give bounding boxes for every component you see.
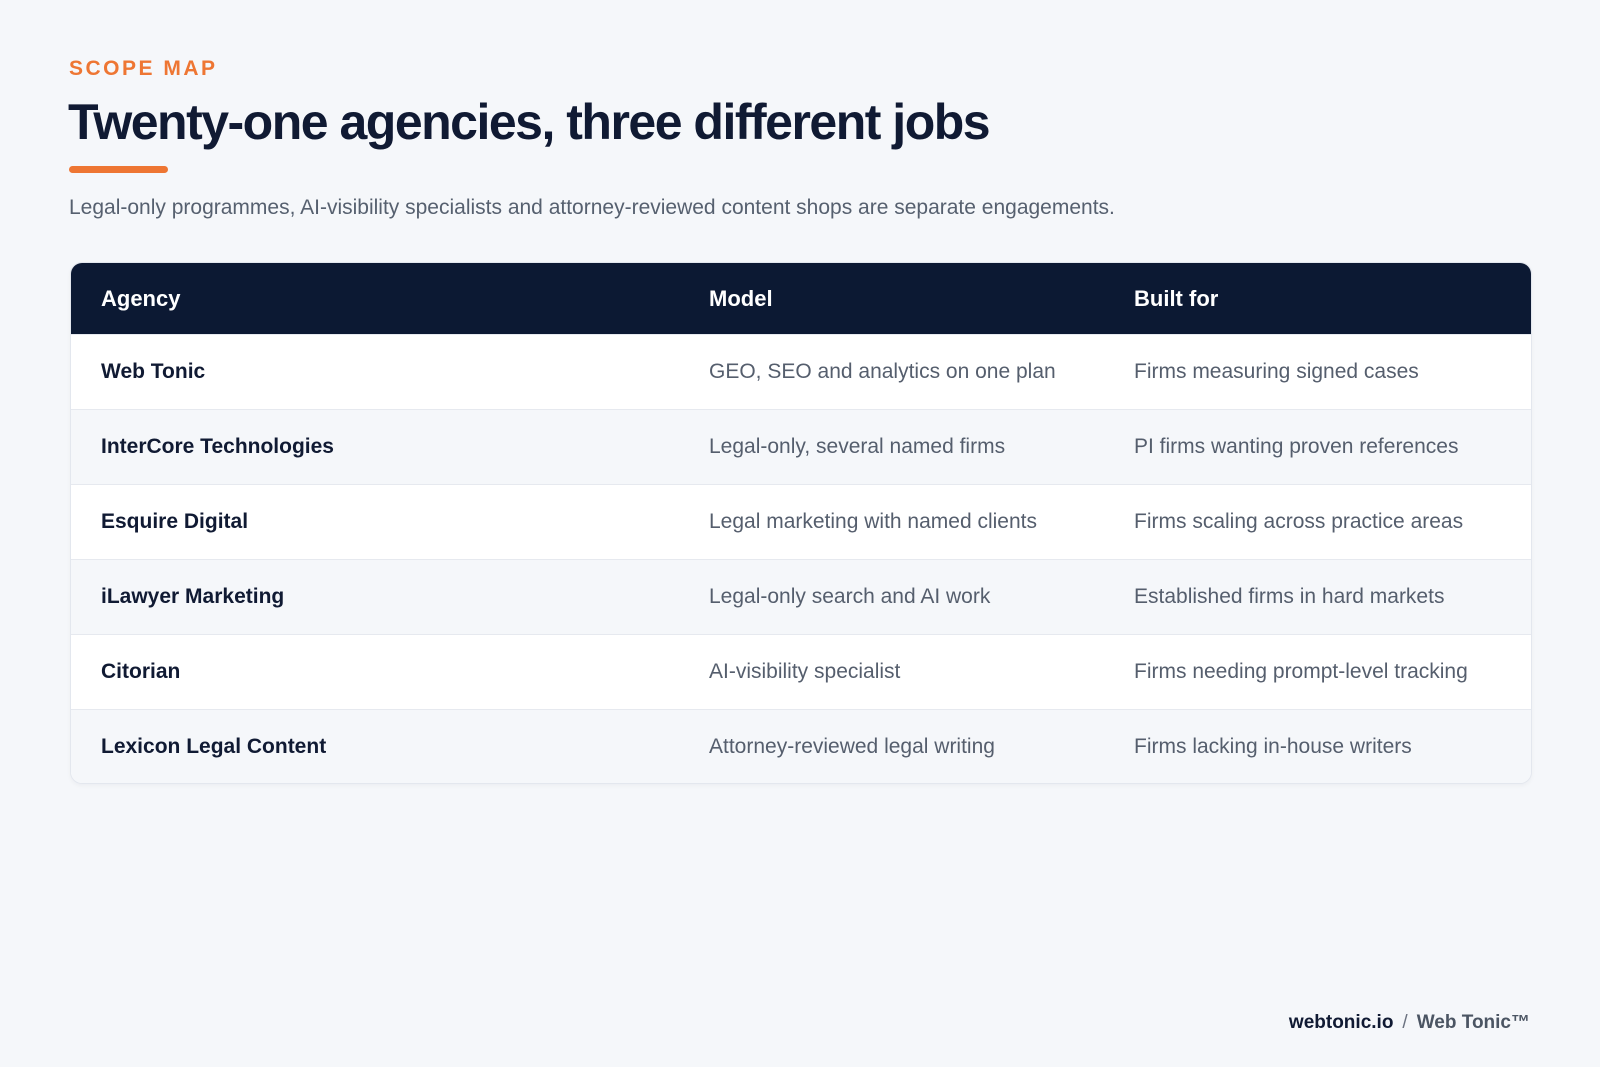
column-header-built-for: Built for: [1134, 285, 1219, 311]
agency-model: AI-visibility specialist: [709, 660, 901, 683]
agency-model: Legal marketing with named clients: [709, 510, 1038, 533]
agency-built-for: Firms lacking in-house writers: [1134, 735, 1412, 758]
table-row: iLawyer Marketing Legal-only search and …: [71, 559, 1531, 634]
agency-built-for: Firms measuring signed cases: [1134, 360, 1419, 383]
agency-built-for: Firms needing prompt-level tracking: [1134, 660, 1468, 683]
agency-model: Legal-only, several named firms: [709, 435, 1006, 458]
eyebrow-label: SCOPE MAP: [69, 57, 218, 80]
agency-built-for: Established firms in hard markets: [1134, 585, 1445, 608]
footer-separator: /: [1402, 1012, 1408, 1033]
page-title: Twenty-one agencies, three different job…: [68, 94, 991, 150]
table-row: Web Tonic GEO, SEO and analytics on one …: [71, 334, 1531, 409]
footer-brand: Web Tonic™: [1416, 1012, 1530, 1033]
column-header-model: Model: [709, 285, 773, 311]
table-header-row: Agency Model Built for: [71, 263, 1531, 334]
footer-domain-link[interactable]: webtonic.io: [1288, 1012, 1394, 1033]
table-row: Esquire Digital Legal marketing with nam…: [71, 484, 1531, 559]
agency-table: Agency Model Built for Web Tonic GEO, SE…: [70, 262, 1532, 784]
agency-name: Lexicon Legal Content: [101, 735, 327, 758]
agency-model: Legal-only search and AI work: [709, 585, 991, 608]
table-row: InterCore Technologies Legal-only, sever…: [71, 409, 1531, 484]
table-row: Citorian AI-visibility specialist Firms …: [71, 634, 1531, 709]
agency-model: GEO, SEO and analytics on one plan: [709, 360, 1056, 383]
title-accent-bar: [69, 166, 168, 173]
footer-credit: webtonic.io / Web Tonic™: [1289, 1012, 1530, 1034]
agency-built-for: PI firms wanting proven references: [1134, 435, 1459, 458]
agency-built-for: Firms scaling across practice areas: [1134, 510, 1464, 533]
page-subtitle: Legal-only programmes, AI-visibility spe…: [69, 196, 1115, 219]
agency-name: iLawyer Marketing: [101, 585, 285, 608]
column-header-agency: Agency: [101, 285, 181, 311]
agency-name: Citorian: [101, 660, 181, 683]
agency-name: InterCore Technologies: [101, 435, 334, 458]
table-row: Lexicon Legal Content Attorney-reviewed …: [71, 709, 1531, 783]
agency-name: Web Tonic: [101, 360, 206, 383]
agency-name: Esquire Digital: [101, 510, 249, 533]
agency-model: Attorney-reviewed legal writing: [709, 735, 995, 758]
